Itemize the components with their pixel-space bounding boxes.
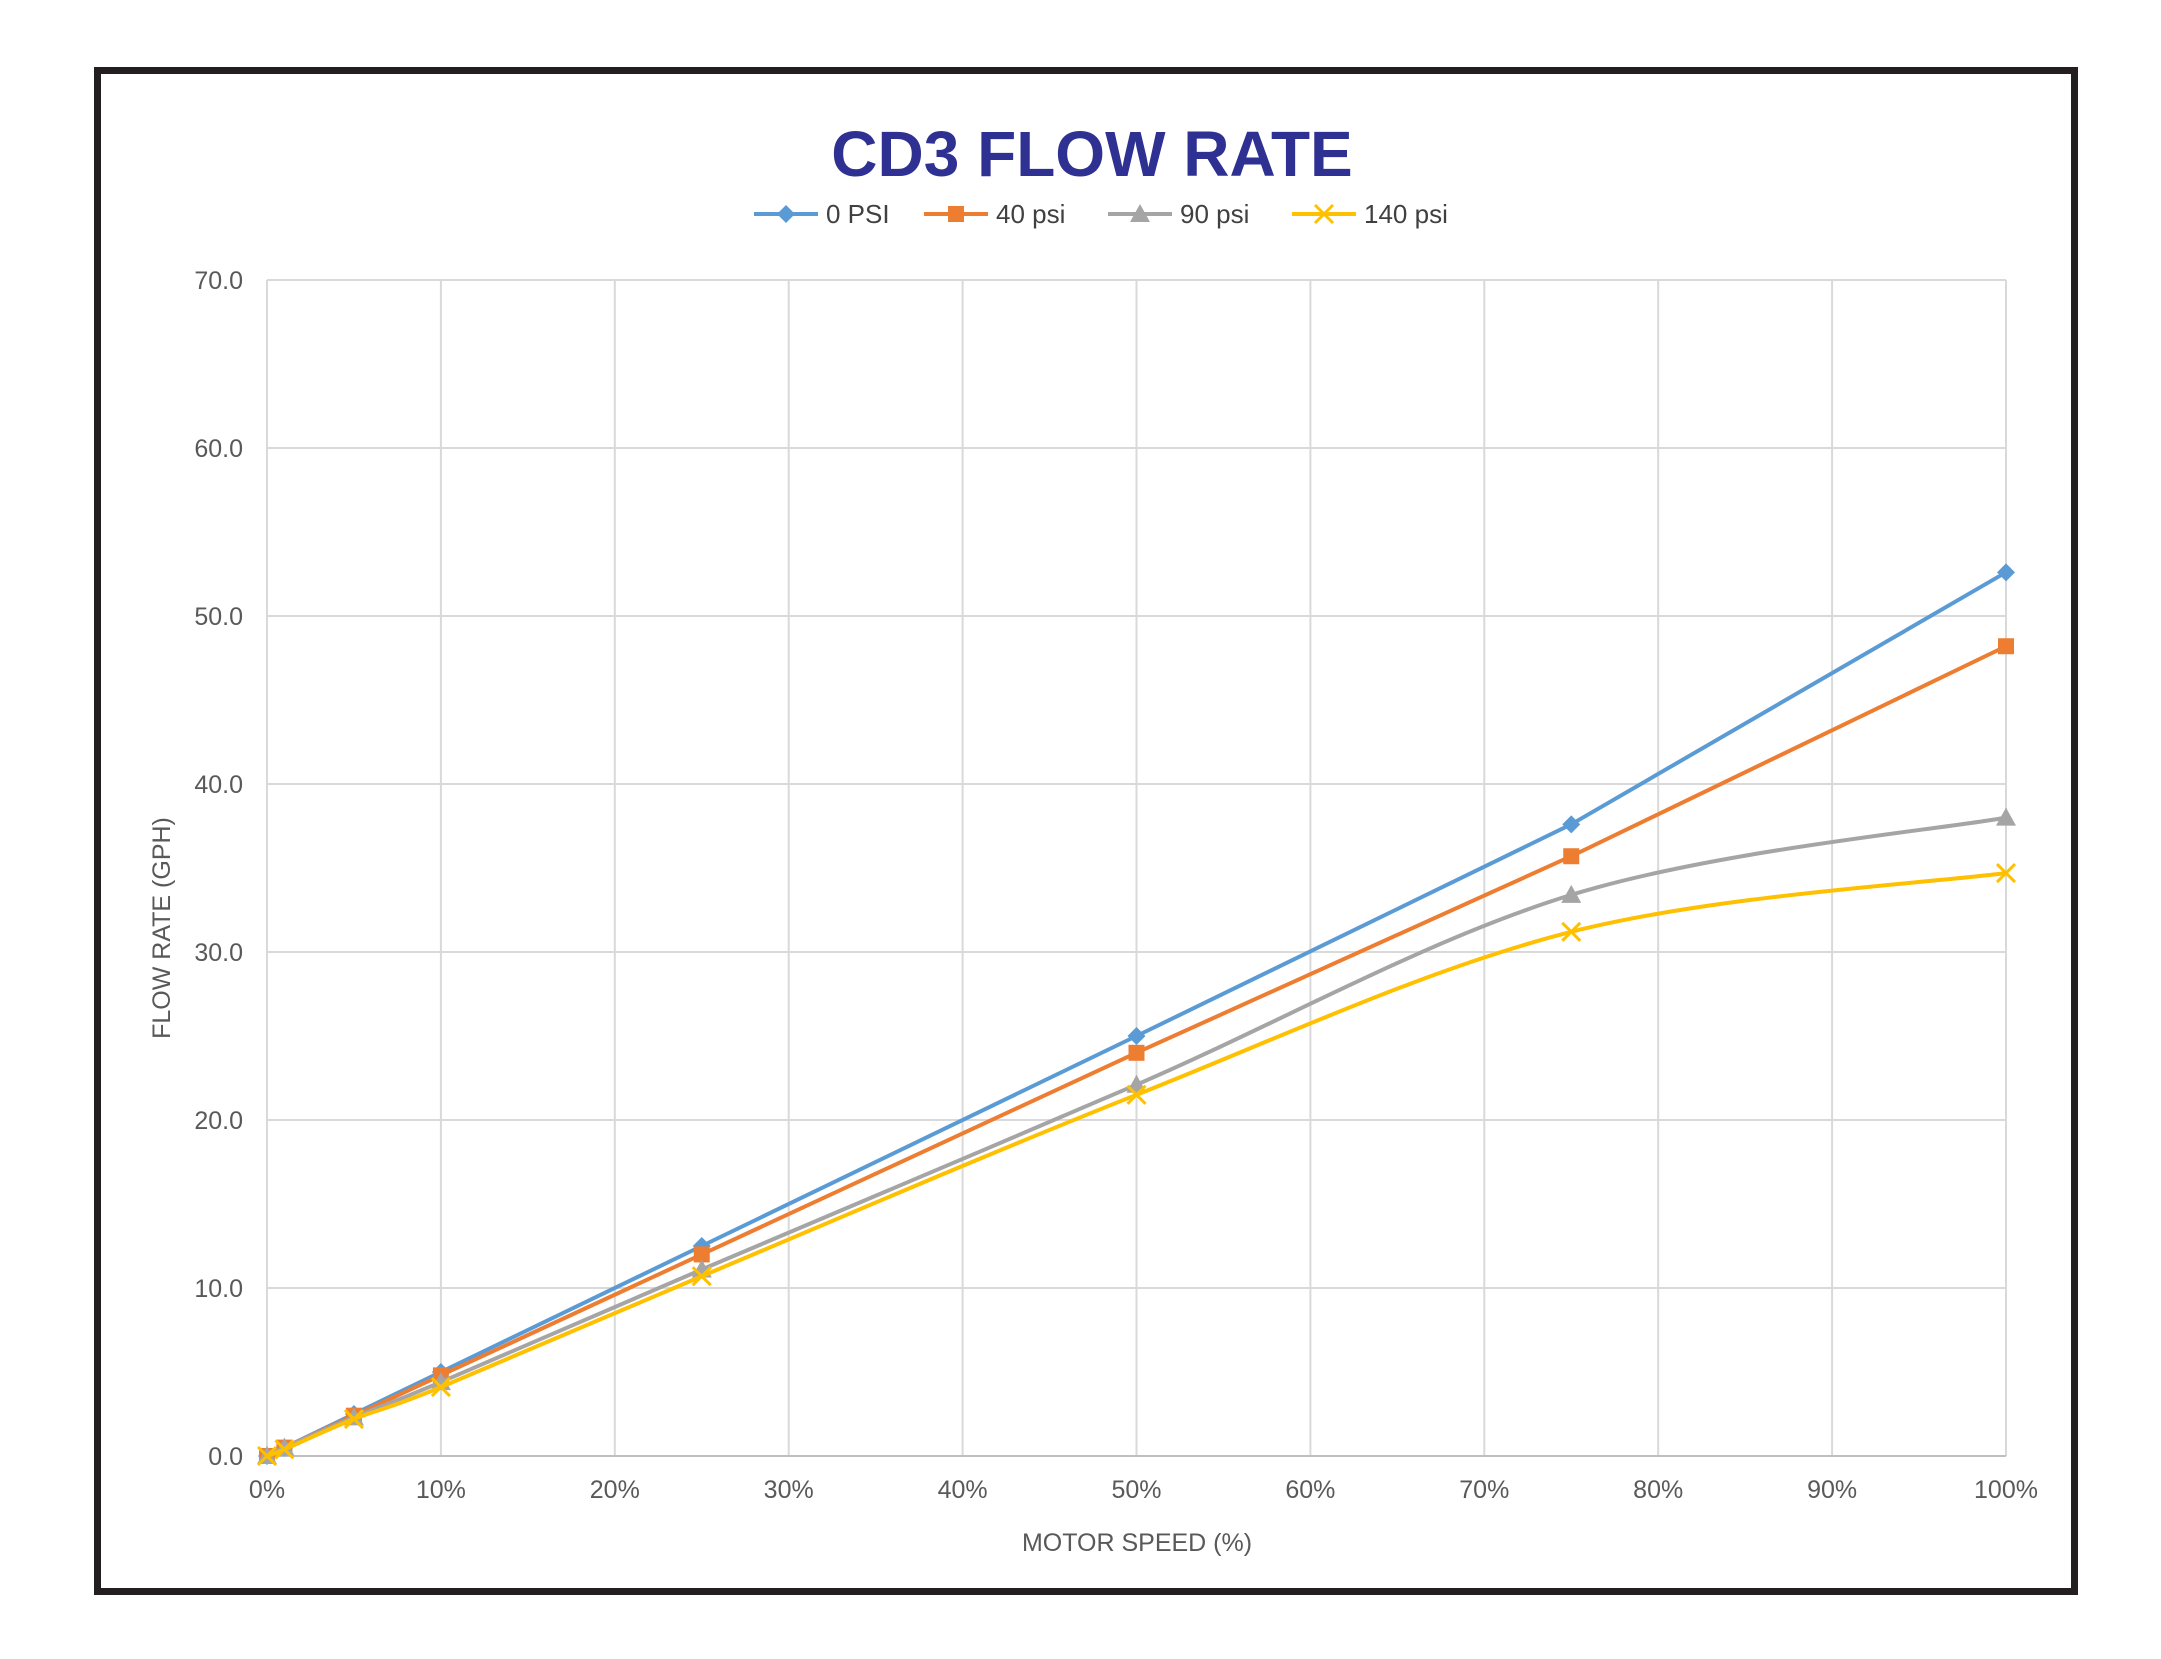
legend-marker	[1130, 204, 1150, 222]
legend-item: 140 psi	[1292, 199, 1448, 229]
chart-frame	[94, 67, 2078, 1595]
x-tick-label: 20%	[590, 1476, 640, 1504]
data-point	[1995, 862, 2017, 884]
x-tick-label: 70%	[1459, 1476, 1509, 1504]
data-point	[1128, 1044, 1145, 1061]
x-tick-label: 90%	[1807, 1476, 1857, 1504]
legend: 0 PSI 40 psi 90 psi 140 psi	[754, 199, 1448, 229]
data-point	[1562, 815, 1581, 834]
data-point	[1561, 884, 1582, 903]
data-point	[693, 1246, 710, 1263]
data-point	[1561, 921, 1582, 942]
data-point	[1563, 848, 1580, 865]
x-tick-label: 80%	[1633, 1476, 1683, 1504]
x-tick-label: 40%	[938, 1476, 988, 1504]
grid	[266, 279, 2007, 1456]
data-point	[1997, 563, 2015, 582]
data-point	[1996, 807, 2016, 826]
y-tick-label: 0.0	[208, 1443, 243, 1471]
data-point	[1127, 1027, 1146, 1045]
legend-marker	[1313, 203, 1335, 225]
y-axis-title: FLOW RATE (GPH)	[148, 817, 176, 1039]
x-tick-label: 10%	[416, 1476, 466, 1504]
x-tick-label: 0%	[249, 1476, 285, 1504]
data-point	[1126, 1084, 1147, 1105]
data-point	[430, 1377, 451, 1398]
x-axis-title: MOTOR SPEED (%)	[1022, 1529, 1252, 1557]
legend-marker	[777, 205, 795, 223]
data-point	[1998, 638, 2014, 655]
y-tick-label: 30.0	[194, 939, 243, 967]
x-tick-label: 60%	[1285, 1476, 1335, 1504]
chart-title: CD3 FLOW RATE	[831, 118, 1352, 190]
y-tick-label: 60.0	[194, 435, 243, 463]
legend-marker	[948, 206, 964, 222]
y-tick-label: 40.0	[194, 771, 243, 799]
y-tick-label: 70.0	[194, 267, 243, 295]
series	[256, 563, 2017, 1467]
data-point	[343, 1408, 365, 1430]
legend-item: 90 psi	[1108, 199, 1249, 229]
data-point	[256, 1445, 278, 1467]
data-point	[274, 1439, 295, 1460]
legend-item: 0 PSI	[754, 199, 890, 229]
legend-label: 140 psi	[1364, 199, 1448, 229]
y-tick-label: 10.0	[194, 1275, 243, 1303]
y-tick-label: 50.0	[194, 603, 243, 631]
axes: 0% 10% 20% 30% 40% 50% 60% 70% 80% 90% 100% 0.0 10.0…	[194, 267, 2038, 1504]
series-140-psi	[256, 862, 2017, 1467]
x-tick-label: 50%	[1111, 1476, 1161, 1504]
x-tick-label: 100%	[1974, 1476, 2038, 1504]
legend-label: 40 psi	[996, 199, 1065, 229]
x-tick-label: 30%	[764, 1476, 814, 1504]
data-point	[691, 1266, 712, 1287]
y-tick-label: 20.0	[194, 1107, 243, 1135]
legend-item: 40 psi	[924, 199, 1065, 229]
legend-label: 90 psi	[1180, 199, 1249, 229]
legend-label: 0 PSI	[826, 199, 890, 229]
